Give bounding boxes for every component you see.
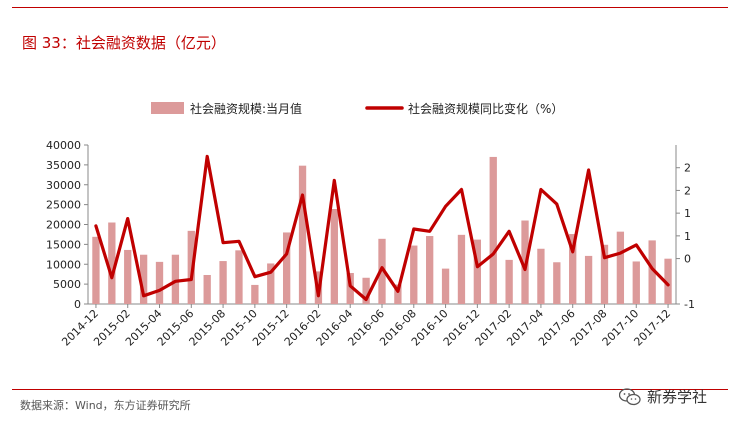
right-tick-label: 1 xyxy=(684,207,691,220)
bar xyxy=(394,284,402,304)
bar xyxy=(569,234,577,304)
bar xyxy=(92,236,100,304)
left-tick-label: 30000 xyxy=(46,179,81,192)
top-rule xyxy=(12,7,728,8)
bar xyxy=(457,234,466,304)
left-tick-label: 0 xyxy=(74,298,81,311)
bar xyxy=(362,277,370,304)
right-tick-label: 0 xyxy=(684,253,691,266)
left-tick-label: 25000 xyxy=(46,199,81,212)
bar xyxy=(616,231,625,304)
brand-watermark: 新券学社 xyxy=(618,386,707,407)
bar xyxy=(410,245,418,304)
bar xyxy=(632,261,640,304)
bar xyxy=(664,258,672,304)
bar xyxy=(267,263,275,304)
left-tick-label: 10000 xyxy=(46,258,81,271)
source-note: 数据来源：Wind，东方证券研究所 xyxy=(20,399,191,412)
bar-series xyxy=(92,156,672,304)
bar xyxy=(426,236,434,304)
bar xyxy=(330,208,338,304)
bar xyxy=(489,156,497,304)
bar xyxy=(537,248,545,304)
bar xyxy=(553,262,561,304)
legend-bar-swatch xyxy=(151,102,184,114)
bar xyxy=(219,261,227,304)
bar xyxy=(346,272,354,304)
wechat-icon xyxy=(618,387,641,405)
right-tick-label: 2 xyxy=(684,162,691,175)
right-tick-label: 2 xyxy=(684,184,691,197)
bar xyxy=(505,259,513,304)
left-tick-label: 40000 xyxy=(46,139,81,152)
left-tick-label: 15000 xyxy=(46,238,81,251)
bar xyxy=(108,222,116,304)
bar xyxy=(441,268,450,304)
chart-title: 图 33：社会融资数据（亿元） xyxy=(22,34,226,52)
bar xyxy=(298,165,307,304)
bar xyxy=(124,249,132,304)
bar xyxy=(282,232,291,304)
bar xyxy=(235,250,243,304)
bar xyxy=(600,244,609,304)
bar xyxy=(648,240,656,304)
bar xyxy=(378,238,386,304)
left-tick-label: 35000 xyxy=(46,159,81,172)
yoy-change-line xyxy=(94,154,670,302)
brand-name: 新券学社 xyxy=(646,388,707,406)
bar xyxy=(203,274,211,304)
line-series xyxy=(94,154,670,302)
left-tick-label: 5000 xyxy=(53,278,81,291)
legend-bar-label: 社会融资规模:当月值 xyxy=(190,101,302,116)
legend-line-label: 社会融资规模同比变化（%） xyxy=(408,101,563,116)
legend: 社会融资规模:当月值 社会融资规模同比变化（%） xyxy=(151,101,563,116)
right-tick-label: 1 xyxy=(684,230,691,243)
bar xyxy=(584,255,593,304)
bar xyxy=(155,261,164,304)
axes: 0 5000 10000 15000 20000 25000 30000 35000 40000… xyxy=(46,139,695,349)
left-tick-label: 20000 xyxy=(46,219,81,232)
bar xyxy=(473,239,482,304)
bottom-rule xyxy=(12,389,728,390)
bar xyxy=(251,284,259,304)
bar xyxy=(171,254,180,304)
bar xyxy=(139,254,148,304)
right-tick-label: -1 xyxy=(684,298,695,311)
